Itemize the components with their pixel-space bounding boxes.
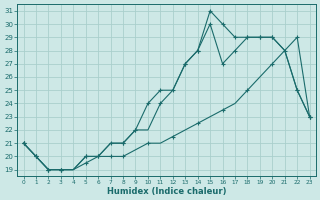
X-axis label: Humidex (Indice chaleur): Humidex (Indice chaleur) <box>107 187 226 196</box>
